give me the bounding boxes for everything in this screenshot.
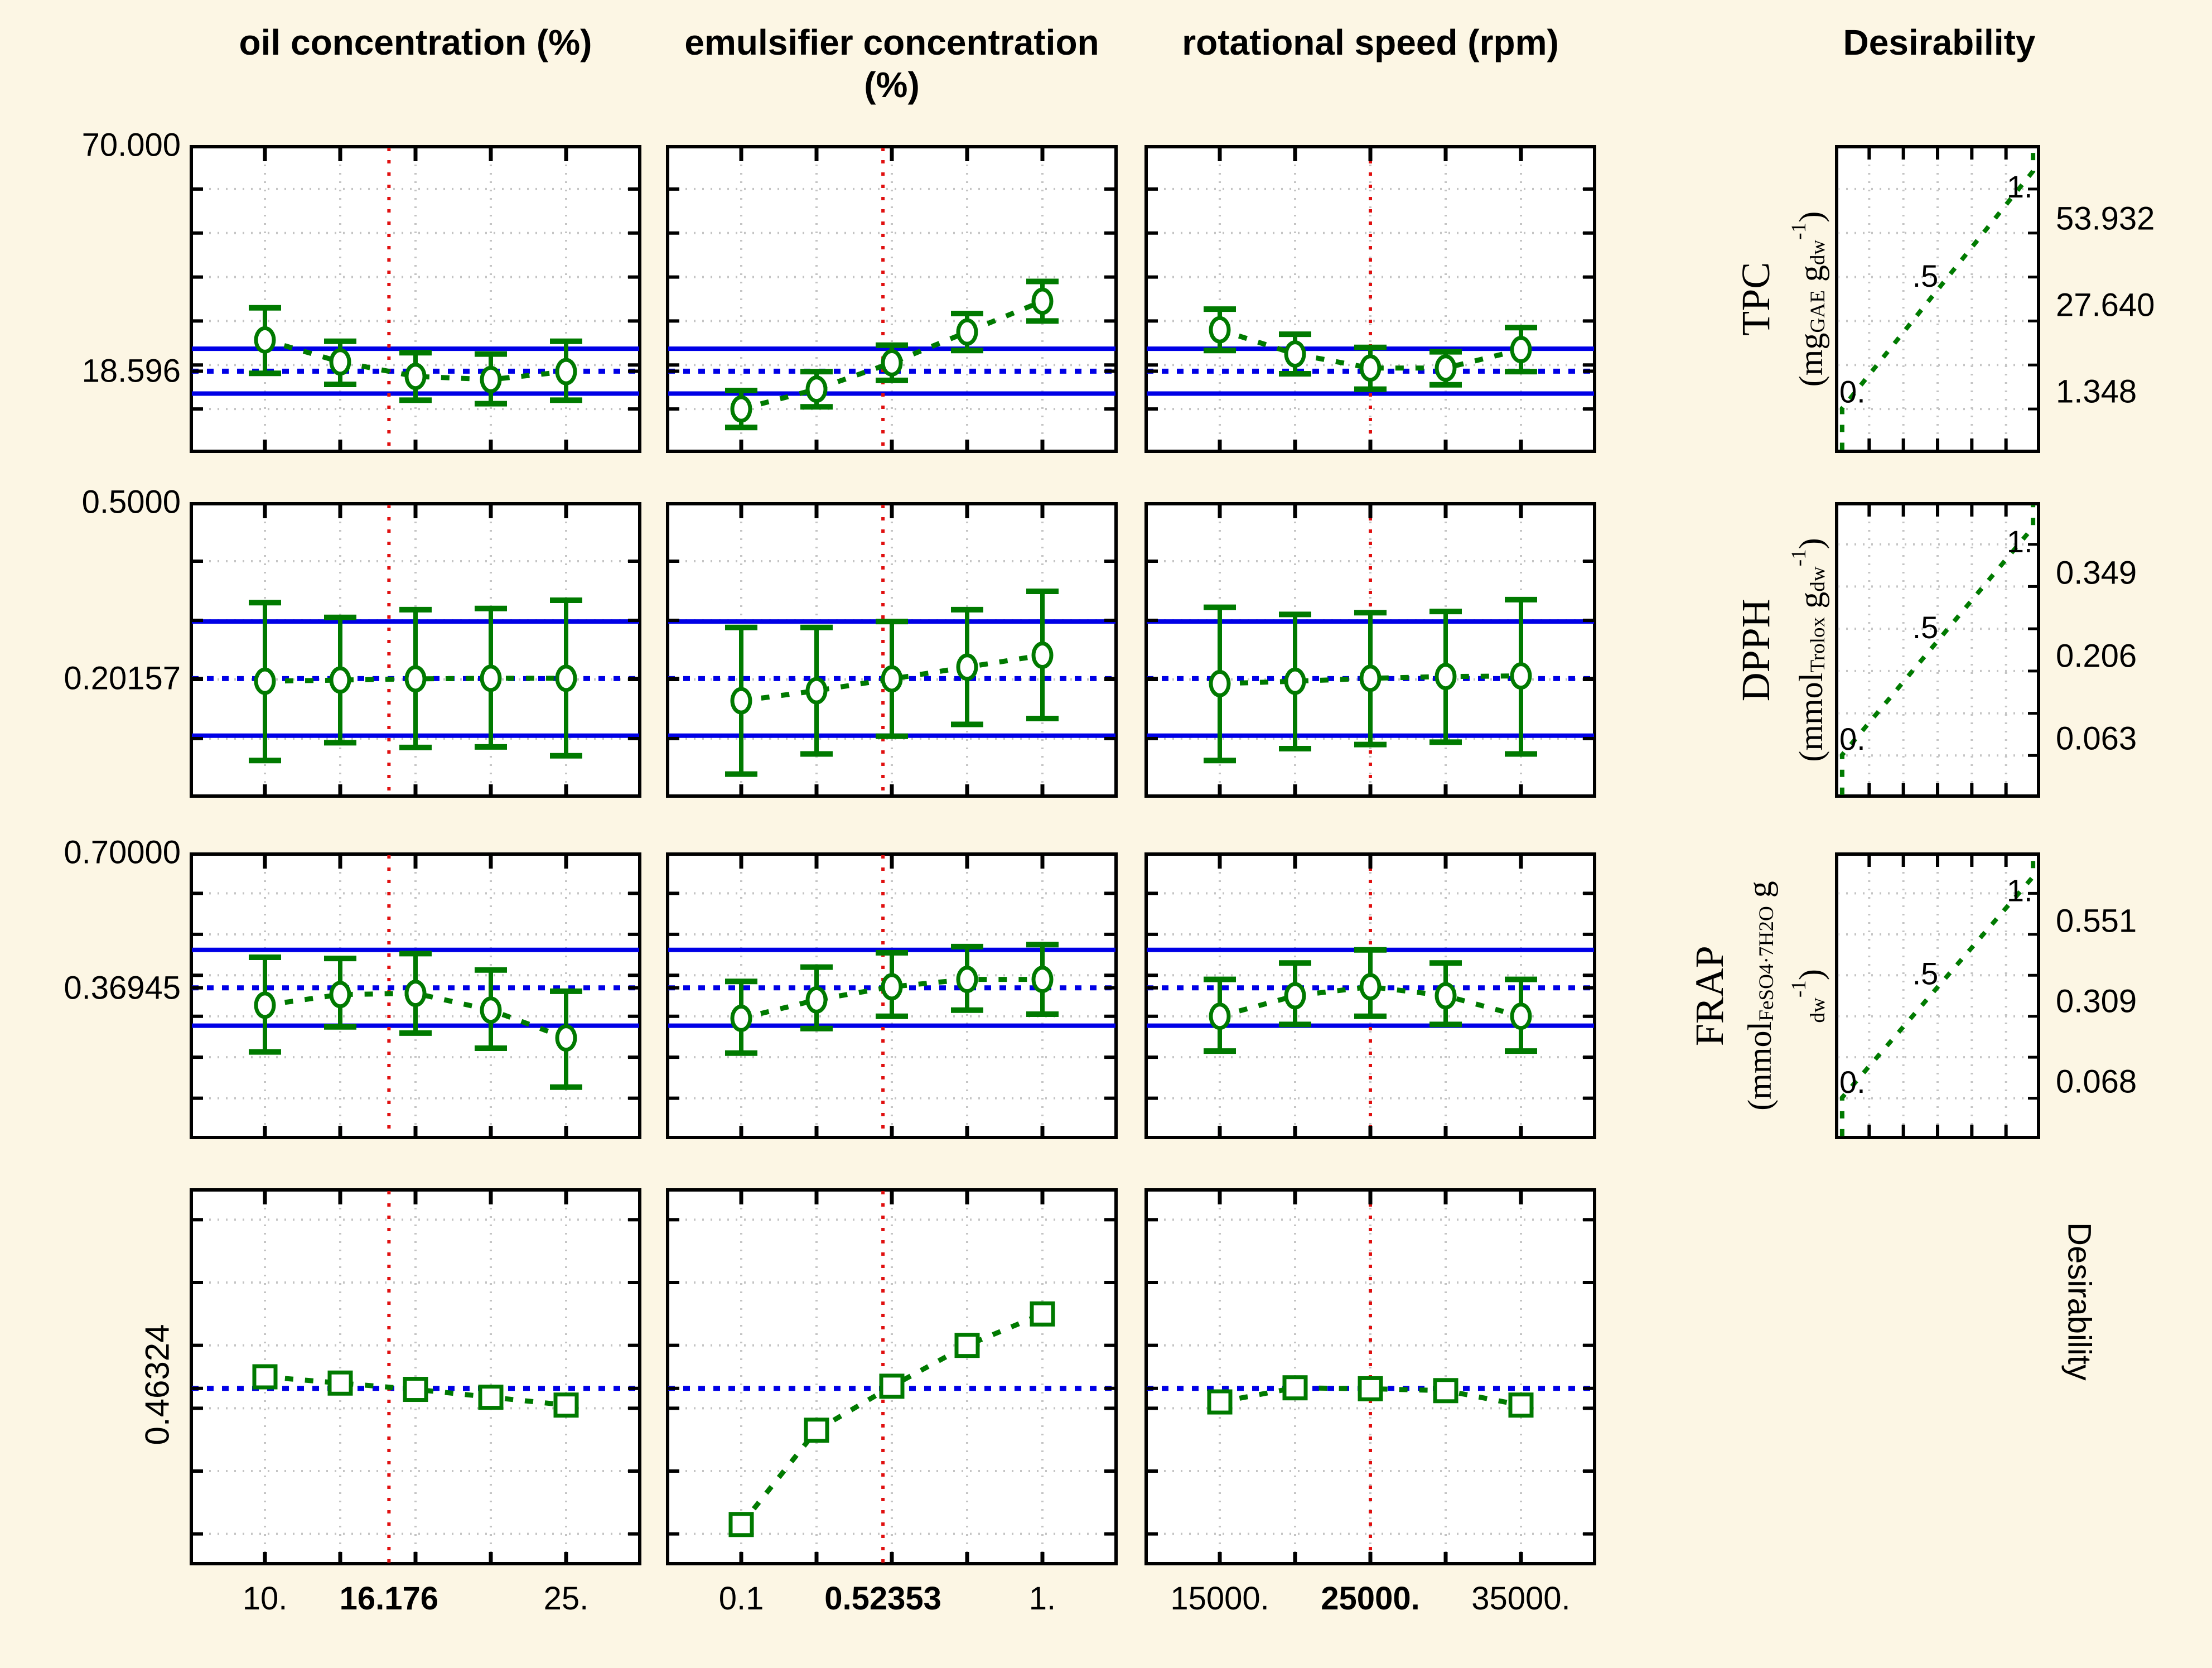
row-unit-segment: dw: [1807, 997, 1829, 1023]
row-unit-segment: Trolox: [1807, 616, 1829, 673]
row-label-desirability-text: Desirability: [2061, 1222, 2098, 1381]
desirability-scale-value: 0.206: [2056, 638, 2137, 674]
y-axis-label-frap: 0.36945: [64, 970, 181, 1006]
x-tick-label-speed: 25000.: [1321, 1580, 1420, 1617]
desirability-scale-value: 1.348: [2056, 373, 2137, 410]
x-tick-label-emulsifier: 1.: [1028, 1580, 1056, 1617]
profile-panel-frap-speed: [1144, 852, 1596, 1139]
desirability-scale-value: 0.068: [2056, 1063, 2137, 1100]
column-header-text: rotational speed (rpm): [1182, 22, 1559, 62]
desirability-scale-value: 0.349: [2056, 555, 2137, 591]
row-response-unit: (mgGAE gdw-1): [1787, 211, 1831, 387]
row-unit-segment: -1: [1788, 549, 1810, 567]
row-unit-segment: FeSO4·7H2O: [1755, 906, 1778, 1021]
desirability-curve-label: .5: [1912, 258, 1939, 293]
desirability-function-panel-frap: 0. .5 1.: [1835, 852, 2040, 1139]
desirability-function-panel-dpph: 0. .5 1.: [1835, 502, 2040, 798]
desirability-scale-value: 0.551: [2056, 903, 2137, 939]
desirability-curve-label: 1.: [2007, 524, 2033, 559]
y-axis-label-tpc: 70.000: [81, 127, 181, 163]
row-response-unit: dw-1): [1787, 969, 1831, 1023]
row-label-tpc: TPC (mgGAE gdw-1): [1733, 211, 1831, 387]
row-unit-segment: ): [1793, 211, 1829, 223]
row-unit-segment: g: [1793, 591, 1829, 617]
row-label-frap: FRAP (mmolFeSO4·7H2O g dw-1): [1687, 881, 1831, 1111]
row-unit-segment: GAE: [1807, 290, 1829, 333]
y-axis-label-desirability: 0.46324: [138, 1324, 177, 1453]
x-tick-label-speed: 15000.: [1170, 1580, 1269, 1617]
profile-panel-desirability-oil: [190, 1188, 641, 1565]
column-header-text: emulsifier concentration: [684, 22, 1099, 62]
row-unit-segment: dw: [1807, 566, 1829, 592]
column-header-text: oil concentration (%): [239, 22, 592, 62]
x-tick-label-emulsifier: 0.52353: [824, 1580, 941, 1617]
row-response-unit: (mmolFeSO4·7H2O g: [1741, 881, 1779, 1111]
row-unit-segment: dw: [1807, 239, 1829, 266]
desirability-scale-value: 53.932: [2056, 200, 2155, 237]
profile-panel-desirability-emulsifier: [666, 1188, 1118, 1565]
profile-panel-frap-emulsifier: [666, 852, 1118, 1139]
profile-panel-tpc-emulsifier: [666, 145, 1118, 453]
y-axis-label-dpph: 0.5000: [81, 484, 181, 520]
desirability-curve-label: .5: [1912, 610, 1939, 645]
column-header-oil-concentration: oil concentration (%): [190, 21, 641, 64]
profile-panel-dpph-emulsifier: [666, 502, 1118, 798]
y-axis-label-dpph: 0.20157: [64, 660, 181, 697]
row-response-name: FRAP: [1687, 945, 1732, 1047]
desirability-curve-label: 0.: [1839, 1064, 1866, 1100]
row-unit-segment: ): [1793, 538, 1829, 549]
x-tick-label-emulsifier: 0.1: [718, 1580, 764, 1617]
desirability-curve-label: 0.: [1839, 374, 1866, 409]
profile-panel-frap-oil: [190, 852, 641, 1139]
x-tick-label-oil: 16.176: [339, 1580, 439, 1617]
row-unit-segment: ): [1793, 968, 1829, 980]
y-axis-label-tpc: 18.596: [81, 353, 181, 389]
profile-panel-tpc-speed: [1144, 145, 1596, 453]
y-axis-label-frap: 0.70000: [64, 834, 181, 871]
row-unit-segment: -1: [1788, 980, 1810, 997]
column-header-emulsifier-concentration: emulsifier concentration (%): [666, 21, 1118, 106]
y-axis-label-text: 0.46324: [138, 1324, 176, 1445]
x-tick-label-oil: 25.: [543, 1580, 589, 1617]
desirability-curve-label: 0.: [1839, 721, 1866, 756]
row-response-name: DPPH: [1733, 598, 1778, 702]
row-unit-segment: g: [1793, 265, 1829, 291]
desirability-curve-label: 1.: [2007, 872, 2033, 908]
column-header-rotational-speed: rotational speed (rpm): [1144, 21, 1596, 64]
column-header-desirability: Desirability: [1755, 21, 2123, 64]
row-unit-segment: (mg: [1793, 332, 1829, 387]
column-header-text: Desirability: [1843, 22, 2036, 62]
row-unit-segment: (mmol: [1741, 1021, 1778, 1111]
row-unit-segment: (mmol: [1793, 672, 1829, 762]
desirability-curve-label: 1.: [2007, 169, 2033, 204]
x-tick-label-oil: 10.: [242, 1580, 288, 1617]
profile-panel-desirability-speed: [1144, 1188, 1596, 1565]
desirability-scale-value: 0.309: [2056, 983, 2137, 1020]
x-tick-label-speed: 35000.: [1471, 1580, 1571, 1617]
row-response-unit: (mmolTrolox gdw-1): [1787, 538, 1831, 761]
row-response-name: TPC: [1733, 262, 1778, 336]
row-label-dpph: DPPH (mmolTrolox gdw-1): [1733, 538, 1831, 761]
desirability-scale-value: 0.063: [2056, 720, 2137, 757]
row-label-desirability: Desirability: [2061, 1222, 2098, 1389]
row-unit-segment: -1: [1788, 222, 1810, 240]
row-unit-segment: g: [1741, 881, 1778, 907]
desirability-scale-value: 27.640: [2056, 287, 2155, 324]
desirability-function-panel-tpc: 0. .5 1.: [1835, 145, 2040, 453]
profile-panel-dpph-speed: [1144, 502, 1596, 798]
profile-panel-tpc-oil: [190, 145, 641, 453]
desirability-curve-label: .5: [1912, 956, 1939, 991]
profile-panel-dpph-oil: [190, 502, 641, 798]
column-header-text-line2: (%): [864, 65, 920, 105]
